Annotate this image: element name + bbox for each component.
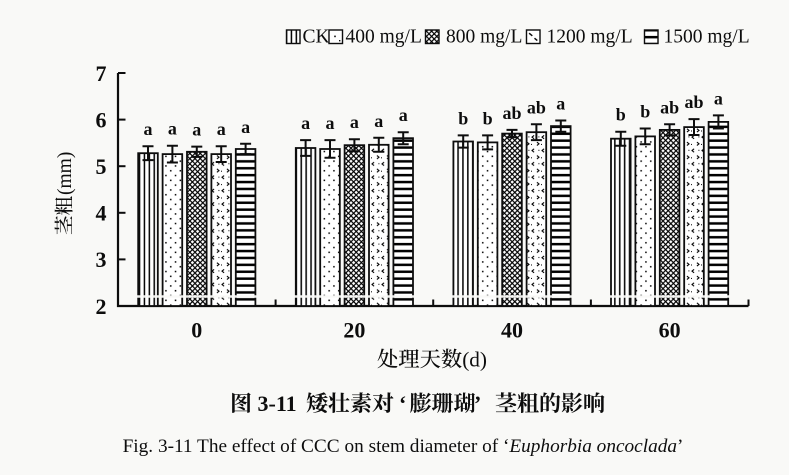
svg-text:(mm): (mm): [55, 152, 76, 195]
svg-text:1500 mg/L: 1500 mg/L: [664, 27, 750, 48]
svg-text:3: 3: [96, 247, 107, 272]
svg-text:a: a: [556, 94, 565, 114]
svg-text:CK: CK: [303, 27, 330, 48]
svg-text:ab: ab: [660, 97, 679, 117]
svg-text:a: a: [144, 119, 153, 139]
svg-text:0: 0: [191, 318, 202, 343]
svg-text:ab: ab: [527, 97, 546, 117]
svg-text:a: a: [301, 113, 310, 133]
svg-text:a: a: [168, 119, 177, 139]
svg-text:1200 mg/L: 1200 mg/L: [547, 27, 633, 48]
svg-text:a: a: [714, 88, 723, 108]
svg-text:a: a: [326, 113, 335, 133]
svg-text:(d): (d): [462, 348, 487, 372]
svg-text:a: a: [399, 105, 408, 125]
svg-text:b: b: [640, 102, 650, 122]
svg-text:6: 6: [96, 107, 107, 132]
svg-text:Fig. 3-11 The effect of CCC on: Fig. 3-11 The effect of CCC on stem diam…: [123, 436, 684, 457]
svg-text:800 mg/L: 800 mg/L: [446, 27, 522, 48]
svg-text:b: b: [458, 108, 468, 128]
svg-text:4: 4: [96, 201, 107, 226]
svg-text:‘: ‘: [399, 391, 406, 416]
svg-text:b: b: [616, 105, 626, 125]
svg-text:60: 60: [659, 318, 681, 343]
svg-text:2: 2: [96, 294, 107, 319]
svg-text:400 mg/L: 400 mg/L: [346, 27, 422, 48]
svg-text:ab: ab: [502, 103, 521, 123]
svg-text:20: 20: [343, 318, 365, 343]
svg-text:ab: ab: [684, 92, 703, 112]
svg-text:7: 7: [96, 61, 107, 86]
svg-text:a: a: [374, 111, 383, 131]
svg-text:a: a: [217, 119, 226, 139]
svg-text:a: a: [241, 117, 250, 137]
svg-text:a: a: [350, 112, 359, 132]
svg-text:5: 5: [96, 154, 107, 179]
svg-text:’: ’: [474, 391, 481, 416]
svg-text:b: b: [483, 108, 493, 128]
svg-text:3-11: 3-11: [258, 391, 297, 416]
svg-text:a: a: [192, 120, 201, 140]
svg-text:40: 40: [501, 318, 523, 343]
